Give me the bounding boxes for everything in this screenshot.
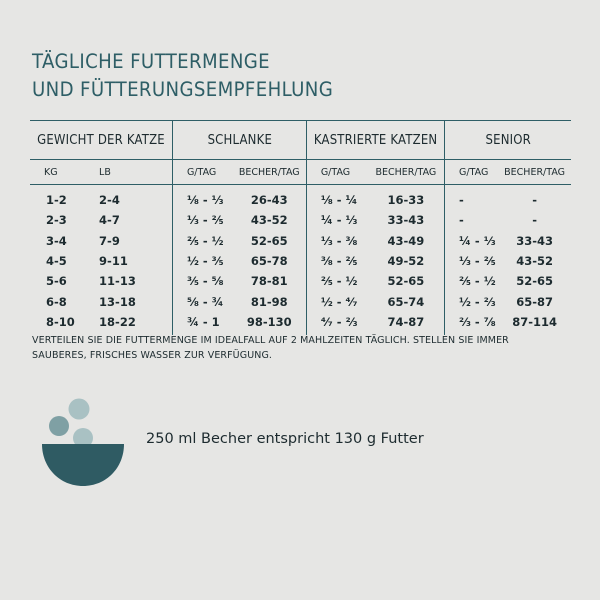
cell-neutered-cup: 49-52 (387, 254, 425, 269)
cell-neutered-g: ⁴⁄₇ - ⅔ (305, 311, 368, 336)
kibble-icon (73, 428, 93, 448)
cell-neutered-cup: 43-49 (387, 233, 425, 248)
header-senior: SENIOR (444, 120, 571, 160)
feeding-note: VERTEILEN SIE DIE FUTTERMENGE IM IDEALFA… (32, 335, 509, 361)
cell-kg: 8-10 (46, 314, 75, 329)
cell-neutered-cup: 16-33 (387, 193, 425, 208)
subheader-senior-cup: BECHER/TAG (498, 159, 571, 185)
cell-lb: 4-7 (99, 213, 120, 228)
subheader-lb: LB (95, 159, 173, 185)
table-row: 5-6 11-13 ⅗ - ⅝ 78-81 ⅖ - ½ 52-65 ⅖ - ½ … (30, 271, 571, 292)
cell-neutered-g: ⅛ - ¼ (305, 184, 368, 211)
cell-senior-g: - (444, 210, 499, 231)
cell-slim-g: ½ - ⅗ (171, 250, 233, 272)
kibble-icon (68, 398, 90, 420)
page-title: TÄGLICHE FUTTERMENGE UND FÜTTERUNGSEMPFE… (32, 48, 333, 104)
cell-lb: 9-11 (99, 254, 128, 269)
cell-senior-cup: 65-87 (516, 294, 553, 309)
cell-slim-cup: 26-43 (250, 193, 288, 208)
cell-slim-cup: 78-81 (250, 274, 288, 289)
cell-kg: 5-6 (46, 274, 67, 289)
cell-slim-g: ¾ - 1 (171, 311, 233, 336)
cell-lb: 2-4 (99, 193, 120, 208)
cell-neutered-cup: 74-87 (387, 314, 425, 329)
table-row: 2-3 4-7 ⅓ - ⅖ 43-52 ¼ - ⅓ 33-43 - - (30, 210, 571, 231)
table-group-header: GEWICHT DER KATZE SCHLANKE KASTRIERTE KA… (30, 120, 571, 160)
cell-senior-g: - (444, 184, 499, 211)
cell-senior-cup: 33-43 (516, 233, 553, 248)
header-weight: GEWICHT DER KATZE (30, 120, 173, 160)
cell-kg: 3-4 (46, 233, 67, 248)
table-row: 8-10 18-22 ¾ - 1 98-130 ⁴⁄₇ - ⅔ 74-87 ⅔ … (30, 311, 571, 336)
cell-slim-cup: 52-65 (250, 233, 288, 248)
cell-neutered-g: ⅓ - ⅜ (305, 230, 368, 251)
subheader-senior-g: G/TAG (444, 159, 499, 185)
cell-lb: 11-13 (99, 274, 136, 289)
cell-slim-g: ⅛ - ⅓ (171, 184, 233, 211)
cell-senior-g: ⅓ - ⅖ (444, 250, 499, 272)
subheader-neutered-g: G/TAG (305, 159, 368, 185)
table-row: 6-8 13-18 ⅝ - ¾ 81-98 ½ - ⁴⁄₇ 65-74 ½ - … (30, 291, 571, 312)
cell-senior-cup: - (532, 213, 537, 228)
cell-senior-cup: - (532, 193, 537, 208)
cell-slim-g: ⅝ - ¾ (171, 291, 233, 312)
cup-info: 250 ml Becher entspricht 130 g Futter (146, 431, 424, 447)
cell-slim-g: ⅖ - ½ (171, 230, 233, 251)
subheader-kg: KG (30, 159, 96, 185)
cell-lb: 13-18 (99, 294, 136, 309)
table-row: 1-2 2-4 ⅛ - ⅓ 26-43 ⅛ - ¼ 16-33 - - (30, 184, 571, 211)
food-bowl-icon (42, 398, 124, 486)
cell-slim-cup: 43-52 (250, 213, 288, 228)
cell-kg: 1-2 (46, 193, 67, 208)
kibble-icon (49, 416, 69, 436)
cell-senior-g: ½ - ⅔ (444, 291, 499, 312)
cell-senior-g: ¼ - ⅓ (444, 230, 499, 251)
cell-senior-cup: 43-52 (516, 254, 553, 269)
cell-slim-cup: 65-78 (250, 254, 288, 269)
table-row: 4-5 9-11 ½ - ⅗ 65-78 ⅜ - ⅖ 49-52 ⅓ - ⅖ 4… (30, 250, 571, 272)
cell-senior-cup: 52-65 (516, 274, 553, 289)
cell-slim-g: ⅗ - ⅝ (171, 271, 233, 292)
header-neutered: KASTRIERTE KATZEN (305, 120, 445, 160)
cell-kg: 6-8 (46, 294, 67, 309)
cell-senior-g: ⅖ - ½ (444, 271, 499, 292)
cell-neutered-cup: 65-74 (387, 294, 425, 309)
title-line-1: TÄGLICHE FUTTERMENGE (32, 50, 271, 73)
cell-lb: 7-9 (99, 233, 120, 248)
cell-senior-g: ⅔ - ⅞ (444, 311, 499, 336)
cell-senior-cup: 87-114 (512, 314, 557, 329)
cell-neutered-cup: 33-43 (387, 213, 425, 228)
table-row: 3-4 7-9 ⅖ - ½ 52-65 ⅓ - ⅜ 43-49 ¼ - ⅓ 33… (30, 230, 571, 251)
subheader-neutered-cup: BECHER/TAG (367, 159, 445, 185)
cell-neutered-g: ⅖ - ½ (305, 271, 368, 292)
cell-neutered-g: ¼ - ⅓ (305, 210, 368, 231)
feeding-table: GEWICHT DER KATZE SCHLANKE KASTRIERTE KA… (30, 120, 571, 336)
table-sub-header: KG LB G/TAG BECHER/TAG G/TAG BECHER/TAG … (30, 159, 571, 185)
subheader-slim-cup: BECHER/TAG (232, 159, 307, 185)
cell-neutered-cup: 52-65 (387, 274, 425, 289)
title-line-2: UND FÜTTERUNGSEMPFEHLUNG (32, 78, 334, 101)
header-slim: SCHLANKE (171, 120, 307, 160)
cell-slim-cup: 81-98 (250, 294, 288, 309)
cell-slim-cup: 98-130 (246, 314, 292, 329)
bowl-shape (42, 444, 124, 486)
cell-kg: 2-3 (46, 213, 67, 228)
cell-lb: 18-22 (99, 314, 136, 329)
cell-neutered-g: ½ - ⁴⁄₇ (305, 291, 368, 312)
cell-slim-g: ⅓ - ⅖ (171, 210, 233, 231)
cell-neutered-g: ⅜ - ⅖ (305, 250, 368, 272)
cell-kg: 4-5 (46, 254, 67, 269)
subheader-slim-g: G/TAG (171, 159, 233, 185)
